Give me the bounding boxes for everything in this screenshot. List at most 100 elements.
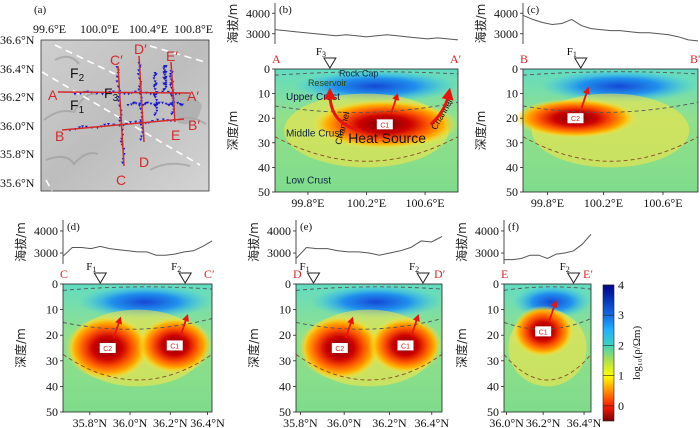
station-marker [149,102,153,106]
annotation-label: Upper Crust [286,92,340,103]
conductor-badge [397,340,414,351]
station-marker [169,102,173,106]
x-tick: 36.0°N [113,416,148,428]
depth-tick: 0 [512,62,518,76]
depth-axis-label: 深度/m [473,111,488,151]
fault-marker-icon [566,272,581,284]
boundary-line [62,354,213,381]
fluid-arrow [410,314,420,336]
station-marker [103,123,107,127]
depth-tick: 10 [258,87,270,101]
fault-marker-icon [573,57,588,69]
depth-tick: 0 [52,277,58,291]
section-frame [522,68,699,193]
x-tick: 99.8°E [291,196,324,210]
station-marker [132,101,136,105]
profile-end-label: A′ [450,52,462,66]
elev-tick: 4000 [267,224,291,238]
lon-tick: 99.6°E [33,22,66,36]
boundary-line [522,136,699,162]
station-marker [170,103,174,107]
profile-label-D: D [139,154,149,170]
colorbar-scale [602,284,615,422]
boundary-line [295,318,443,330]
fault-marker-icon [306,272,321,284]
x-tick: 100.6°E [643,196,682,210]
x-tick: 36.2°N [372,416,407,428]
colorbar-tick: 0 [618,399,624,413]
station-marker [78,126,82,129]
station-marker [84,125,88,129]
station-marker [155,98,159,102]
station-marker [127,92,131,96]
station-marker [163,69,167,73]
panel-c-section: (c) 4000 3000 海拔/m 0 10 20 30 40 50 深度/m 99.8°E 100.… [473,3,700,210]
station-marker [139,138,143,141]
channel-arrow [323,87,362,132]
x-tick: 36.0°N [327,416,362,428]
station-marker [139,123,143,127]
depth-tick: 10 [506,87,518,101]
elevation-profile [274,29,459,41]
colorbar-tick: 4 [618,278,624,292]
resistive-body [77,285,212,319]
depth-tick: 40 [506,160,518,174]
conductor-label: C1 [401,343,410,350]
x-tick: 36.4°N [190,416,225,428]
fault-marker-label: F1 [300,261,310,274]
x-tick: 100.6°E [405,196,444,210]
station-marker [139,107,143,111]
station-marker [153,84,157,87]
boundary-line [274,71,459,76]
station-marker [81,125,85,128]
conductor-badge [166,340,183,351]
station-marker [144,101,148,105]
station-marker [161,101,165,105]
x-tick: 36.4°N [415,416,450,428]
station-marker [153,113,157,117]
station-marker [153,80,157,83]
depth-tick: 40 [279,379,291,393]
panel-d-section: (d) 4000 3000 海拔/m 0 10 20 30 40 50 深度/m 35.8°N 36.0… [13,220,225,428]
x-tick: 36.0°N [489,416,524,428]
elev-tick: 4000 [475,224,499,238]
lake [170,93,202,125]
station-marker [149,92,153,96]
elev-axis-label: 海拔/m [246,222,261,262]
station-marker [137,88,141,91]
station-marker [118,119,122,123]
profile-start-label: D [293,267,302,281]
panel-d-label: (d) [67,221,80,233]
station-marker [155,109,159,113]
boundary-line [274,136,459,162]
panel-b-section: (b) 4000 3000 海拔/m 0 10 20 30 40 50 深度/m 99.8°E 100.… [225,3,462,210]
panel-e-section: (e) 4000 3000 海拔/m 0 10 20 30 40 50 深度/m 35.8°N 36.0… [246,220,449,428]
station-marker [134,102,138,105]
conductor-badge [331,343,348,353]
panel-f-label: (f) [508,221,519,233]
depth-tick: 10 [487,303,499,317]
station-marker [146,101,150,105]
station-marker [134,120,138,124]
profile-lines [57,55,191,167]
annotation-label: Reservoir [308,78,347,88]
lon-tick: 100.8°E [174,22,213,36]
station-marker [128,121,132,124]
station-marker [164,79,168,83]
profile-start-label: B [520,52,528,66]
station-marker [162,67,166,70]
boundary-line [503,286,592,291]
lat-tick: 36.6°N [0,33,35,47]
profile-end-label: B′ [690,52,700,66]
station-marker [167,103,171,107]
depth-tick: 30 [506,136,518,150]
conductor-label: C1 [539,329,548,336]
fault-marker-icon [416,272,430,284]
depth-tick: 20 [487,328,499,342]
depth-tick: 30 [487,354,499,368]
depth-axis-label: 深度/m [454,328,469,368]
boundary-line [295,354,443,381]
lon-tick: 100.0°E [80,22,119,36]
depth-tick: 20 [258,111,270,125]
station-marker [152,74,156,78]
